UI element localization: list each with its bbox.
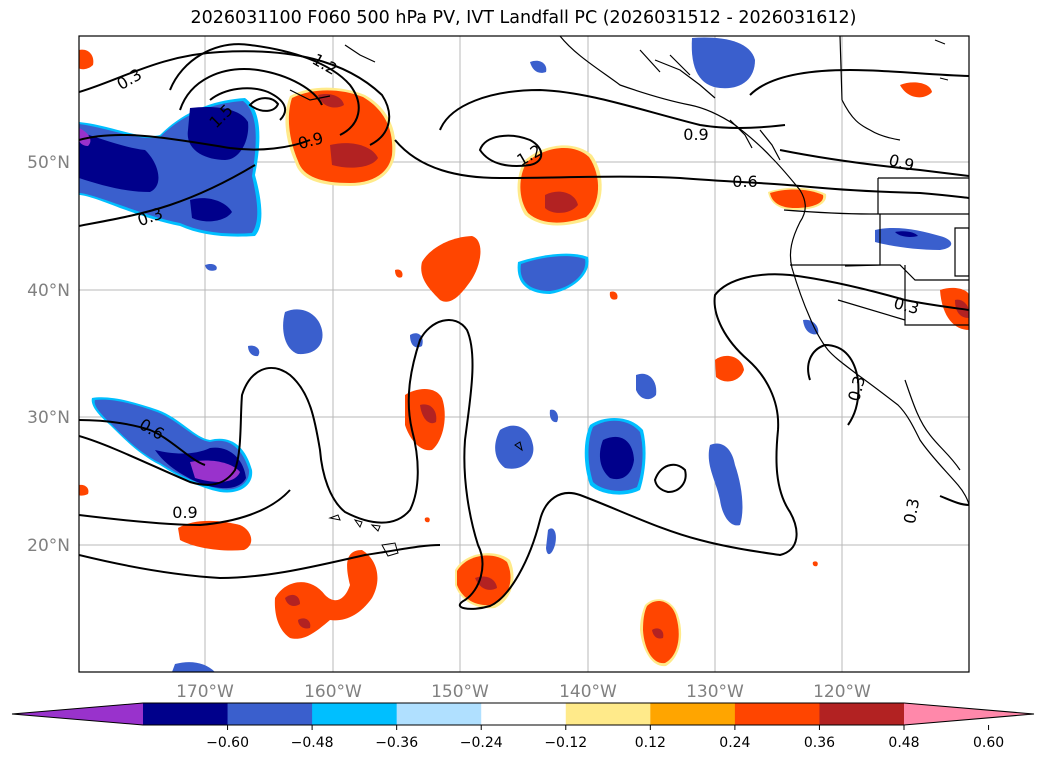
colorbar-segment bbox=[734, 703, 820, 725]
colorbar-segment bbox=[227, 703, 313, 725]
lon-label: 140°W bbox=[559, 682, 617, 702]
latitude-axis: 50°N 40°N 30°N 20°N bbox=[27, 153, 70, 556]
colorbar-extend-low bbox=[12, 703, 143, 725]
colorbar-tick-label: −0.12 bbox=[544, 735, 587, 751]
map-title: 2026031100 F060 500 hPa PV, IVT Landfall… bbox=[190, 8, 857, 28]
lat-label: 20°N bbox=[27, 536, 70, 556]
colorbar-segment bbox=[481, 703, 567, 725]
colorbar-tick-label: 0.36 bbox=[804, 735, 835, 751]
colorbar-segment bbox=[650, 703, 736, 725]
colorbar-tick-label: −0.48 bbox=[291, 735, 334, 751]
contour-label: 0.3 bbox=[900, 497, 923, 525]
contour-label: 0.9 bbox=[172, 503, 197, 522]
lat-label: 50°N bbox=[27, 153, 70, 173]
lon-label: 130°W bbox=[686, 682, 744, 702]
lon-label: 160°W bbox=[304, 682, 362, 702]
colorbar-tick-label: −0.60 bbox=[206, 735, 249, 751]
colorbar-tick-label: 0.60 bbox=[973, 735, 1004, 751]
negative-anomaly-regions bbox=[79, 37, 952, 672]
lon-label: 170°W bbox=[176, 682, 234, 702]
colorbar-tick-label: 0.48 bbox=[888, 735, 919, 751]
map-frame bbox=[78, 35, 970, 673]
colorbar-segment bbox=[565, 703, 651, 725]
coastlines bbox=[289, 36, 969, 506]
contour-label: 0.6 bbox=[732, 172, 757, 191]
colorbar-segment bbox=[396, 703, 482, 725]
lon-label: 150°W bbox=[431, 682, 489, 702]
longitude-axis: 170°W 160°W 150°W 140°W 130°W 120°W bbox=[176, 682, 871, 702]
positive-anomaly-regions bbox=[79, 49, 969, 667]
colorbar: −0.60 −0.48 −0.36 −0.24 −0.12 0.12 0.24 0.36 0.4… bbox=[11, 702, 1035, 751]
colorbar-tick-label: 0.12 bbox=[635, 735, 666, 751]
colorbar-tick-label: −0.36 bbox=[375, 735, 418, 751]
colorbar-outline bbox=[11, 702, 1035, 726]
colorbar-tick-label: 0.24 bbox=[719, 735, 750, 751]
contour-label: 0.9 bbox=[683, 125, 708, 144]
colorbar-tick-label: −0.24 bbox=[460, 735, 503, 751]
lon-label: 120°W bbox=[813, 682, 871, 702]
lat-label: 40°N bbox=[27, 281, 70, 301]
colorbar-segment bbox=[143, 703, 229, 725]
colorbar-extend-high bbox=[904, 703, 1034, 725]
colorbar-segment bbox=[312, 703, 398, 725]
pv-contours bbox=[79, 43, 969, 610]
lat-label: 30°N bbox=[27, 408, 70, 428]
colorbar-segment bbox=[819, 703, 905, 725]
